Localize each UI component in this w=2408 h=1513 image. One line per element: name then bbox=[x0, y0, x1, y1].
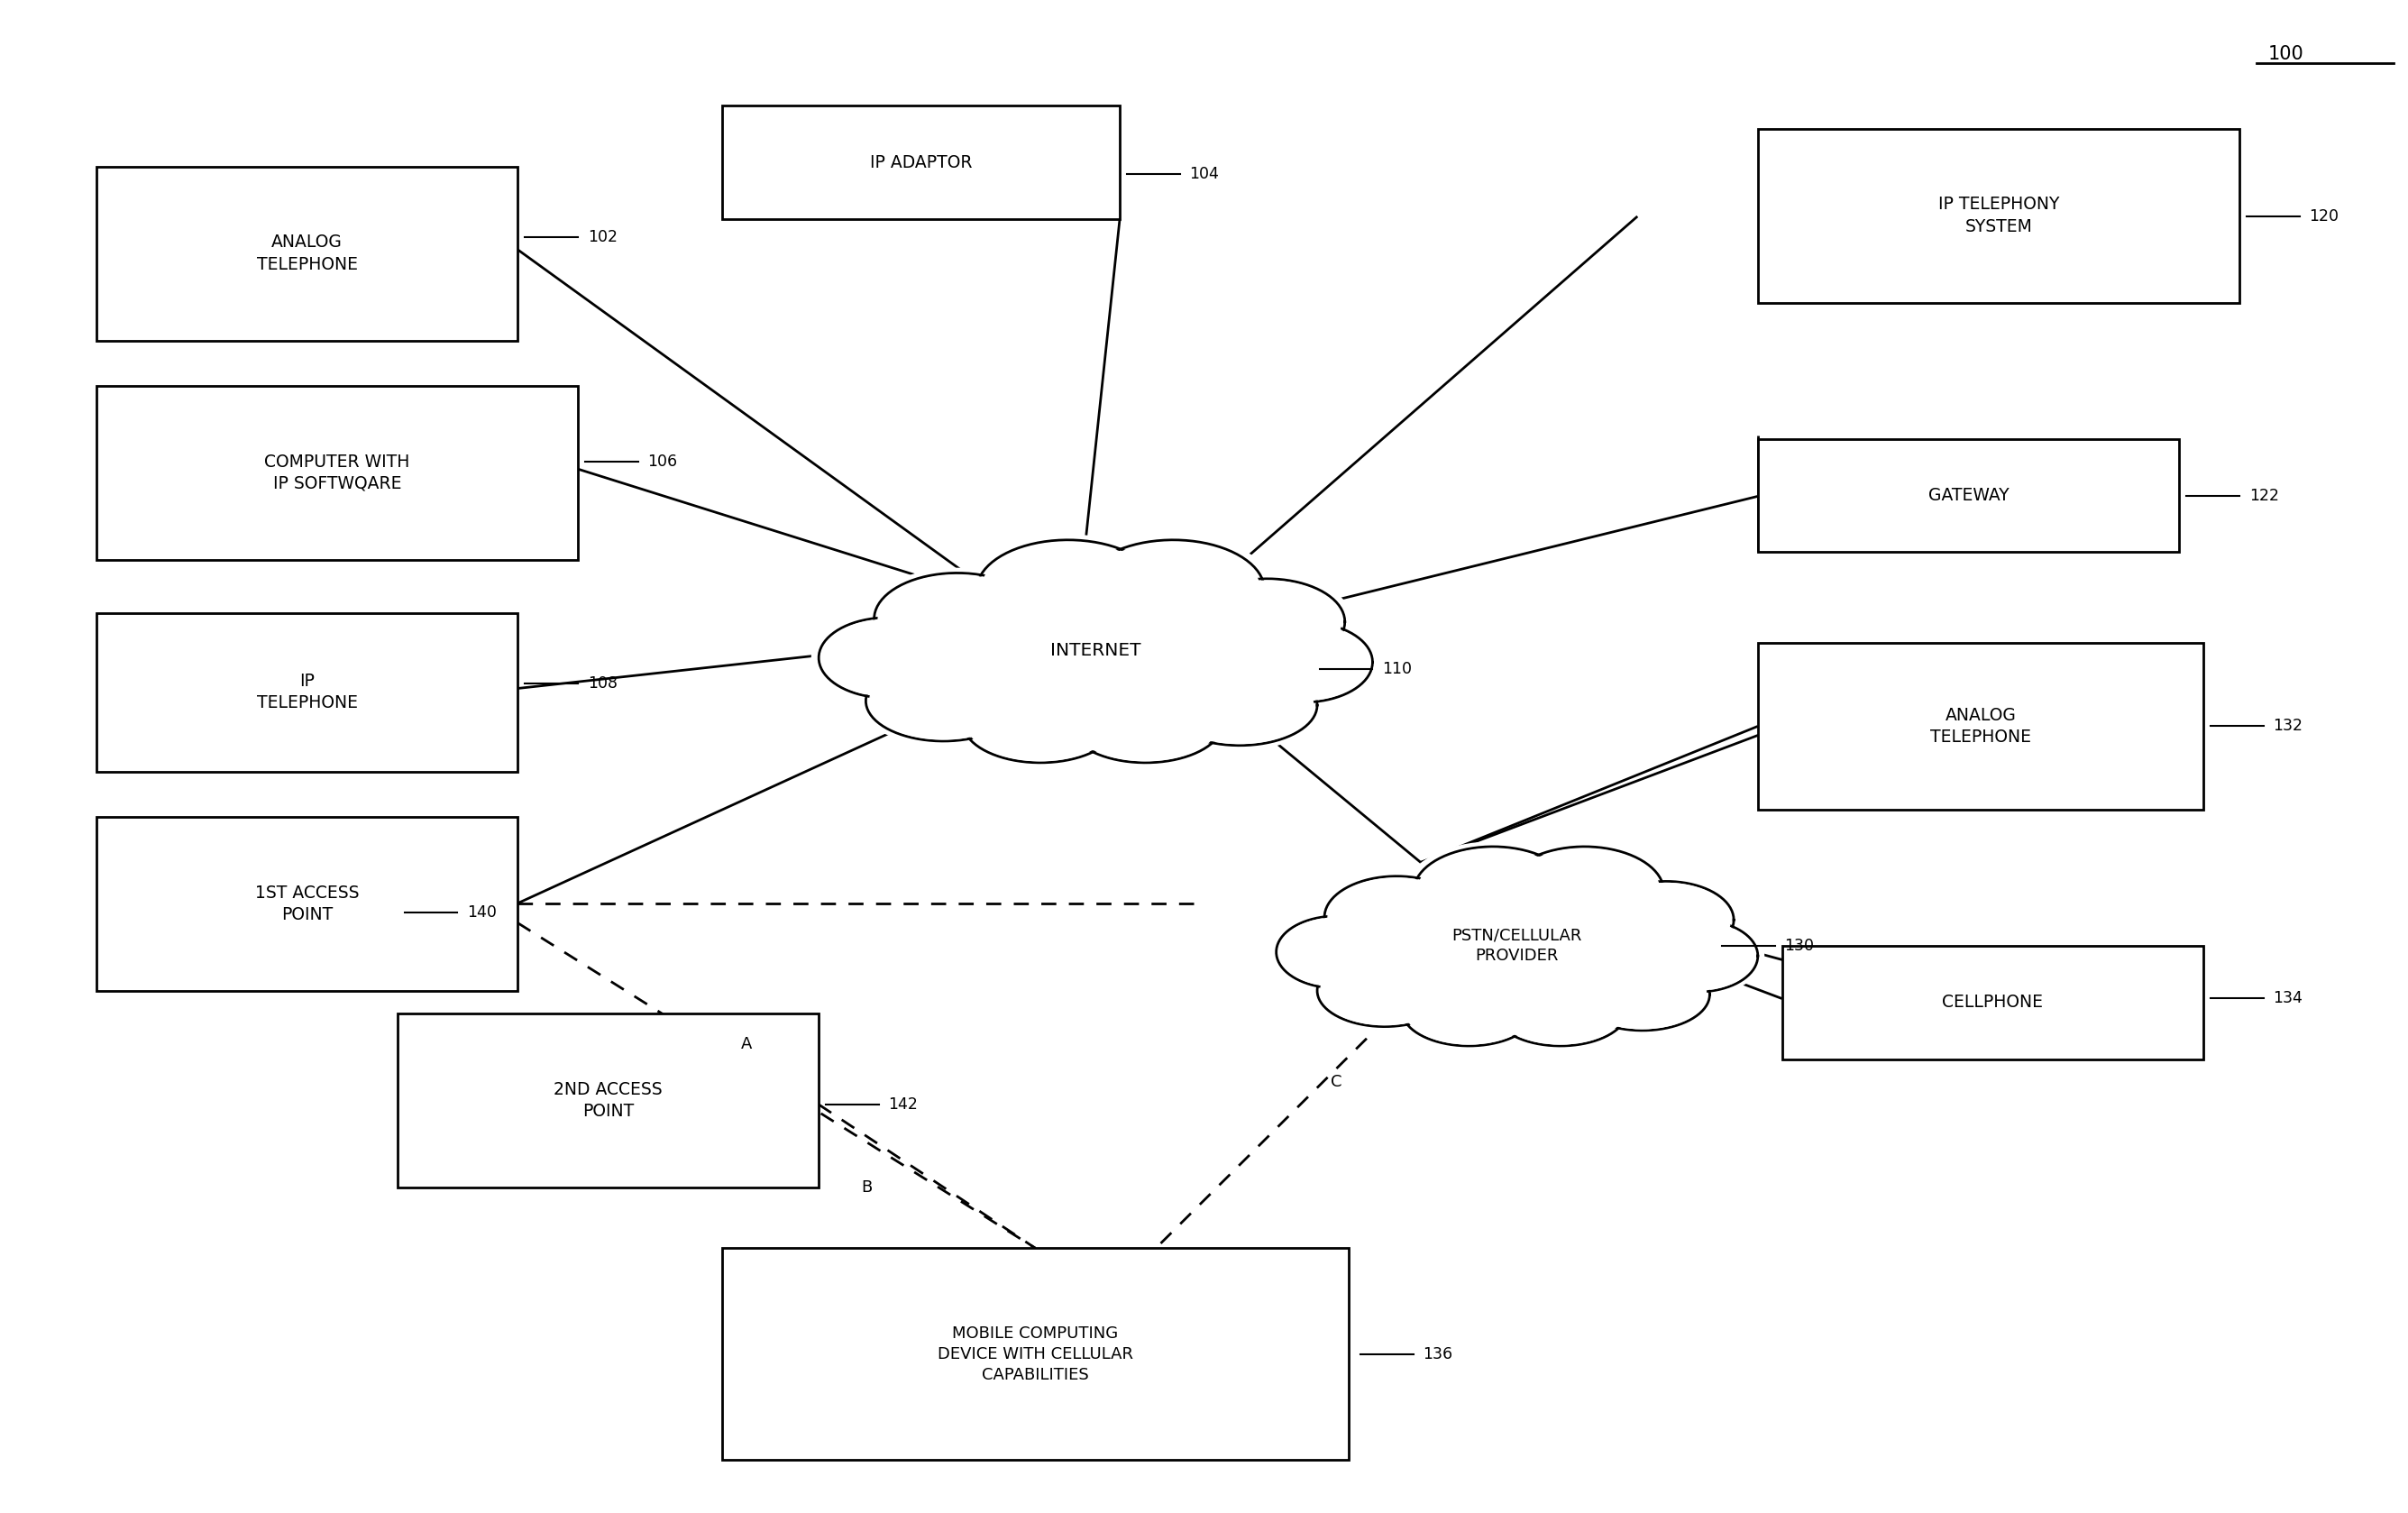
Ellipse shape bbox=[980, 543, 1156, 638]
Ellipse shape bbox=[1300, 875, 1734, 1017]
Ellipse shape bbox=[1310, 952, 1459, 1030]
Ellipse shape bbox=[1592, 878, 1741, 962]
Ellipse shape bbox=[1320, 956, 1450, 1024]
Ellipse shape bbox=[1486, 970, 1635, 1050]
Ellipse shape bbox=[811, 613, 963, 702]
Text: 134: 134 bbox=[2273, 991, 2302, 1006]
Ellipse shape bbox=[1418, 849, 1568, 935]
FancyBboxPatch shape bbox=[1758, 129, 2239, 303]
FancyBboxPatch shape bbox=[96, 613, 518, 772]
Text: 108: 108 bbox=[588, 676, 616, 691]
Ellipse shape bbox=[1404, 976, 1534, 1044]
Ellipse shape bbox=[1406, 843, 1580, 941]
Ellipse shape bbox=[1601, 884, 1731, 956]
Text: INTERNET: INTERNET bbox=[1050, 642, 1141, 660]
Text: B: B bbox=[862, 1180, 872, 1195]
Ellipse shape bbox=[1060, 678, 1230, 767]
Text: 102: 102 bbox=[588, 230, 616, 245]
Ellipse shape bbox=[1228, 617, 1380, 707]
Ellipse shape bbox=[1072, 684, 1218, 761]
Ellipse shape bbox=[1495, 976, 1625, 1044]
Text: C: C bbox=[1332, 1074, 1341, 1089]
Ellipse shape bbox=[1568, 955, 1717, 1033]
FancyBboxPatch shape bbox=[722, 106, 1120, 219]
Text: 110: 110 bbox=[1382, 661, 1411, 676]
Ellipse shape bbox=[869, 663, 1016, 740]
FancyBboxPatch shape bbox=[96, 166, 518, 340]
FancyBboxPatch shape bbox=[397, 1014, 819, 1188]
Ellipse shape bbox=[1072, 536, 1274, 646]
Ellipse shape bbox=[821, 619, 954, 696]
Ellipse shape bbox=[966, 684, 1115, 761]
Text: ANALOG
TELEPHONE: ANALOG TELEPHONE bbox=[1931, 707, 2030, 746]
Text: 130: 130 bbox=[1784, 938, 1813, 953]
Text: 140: 140 bbox=[467, 905, 496, 920]
Ellipse shape bbox=[1153, 661, 1324, 749]
Text: GATEWAY: GATEWAY bbox=[1929, 487, 2008, 504]
Ellipse shape bbox=[1510, 849, 1659, 935]
Ellipse shape bbox=[857, 657, 1028, 746]
Ellipse shape bbox=[1086, 543, 1259, 638]
Ellipse shape bbox=[1182, 575, 1353, 669]
Ellipse shape bbox=[1238, 623, 1370, 701]
Ellipse shape bbox=[1194, 581, 1341, 663]
Text: 1ST ACCESS
POINT: 1ST ACCESS POINT bbox=[255, 885, 359, 923]
Text: COMPUTER WITH
IP SOFTWQARE: COMPUTER WITH IP SOFTWQARE bbox=[265, 454, 409, 492]
Ellipse shape bbox=[1279, 918, 1394, 986]
Ellipse shape bbox=[879, 575, 1035, 663]
FancyBboxPatch shape bbox=[1758, 643, 2203, 809]
Text: 122: 122 bbox=[2249, 489, 2278, 504]
Text: 136: 136 bbox=[1423, 1347, 1452, 1362]
FancyBboxPatch shape bbox=[96, 386, 578, 560]
Ellipse shape bbox=[1394, 970, 1544, 1050]
Text: 2ND ACCESS
POINT: 2ND ACCESS POINT bbox=[554, 1082, 662, 1120]
Ellipse shape bbox=[1640, 921, 1755, 990]
Ellipse shape bbox=[1327, 878, 1464, 956]
FancyBboxPatch shape bbox=[1758, 439, 2179, 552]
Ellipse shape bbox=[968, 536, 1168, 646]
Ellipse shape bbox=[1317, 871, 1476, 962]
Ellipse shape bbox=[1633, 917, 1765, 996]
Text: CELLPHONE: CELLPHONE bbox=[1943, 994, 2042, 1011]
FancyBboxPatch shape bbox=[722, 1248, 1348, 1460]
Text: 106: 106 bbox=[648, 454, 677, 469]
Text: 120: 120 bbox=[2309, 209, 2338, 224]
Text: 104: 104 bbox=[1190, 166, 1218, 182]
Text: ANALOG
TELEPHONE: ANALOG TELEPHONE bbox=[258, 235, 356, 272]
Ellipse shape bbox=[1577, 961, 1707, 1029]
Text: IP
TELEPHONE: IP TELEPHONE bbox=[258, 673, 356, 711]
Ellipse shape bbox=[956, 678, 1125, 767]
Ellipse shape bbox=[1498, 843, 1671, 941]
Text: PSTN/CELLULAR
PROVIDER: PSTN/CELLULAR PROVIDER bbox=[1452, 927, 1582, 964]
Ellipse shape bbox=[848, 572, 1344, 729]
Text: 132: 132 bbox=[2273, 719, 2302, 734]
Text: A: A bbox=[742, 1036, 751, 1052]
Ellipse shape bbox=[1269, 912, 1401, 991]
Ellipse shape bbox=[867, 569, 1047, 670]
Text: 100: 100 bbox=[2268, 45, 2304, 64]
Text: IP TELEPHONY
SYSTEM: IP TELEPHONY SYSTEM bbox=[1938, 197, 2059, 235]
Text: MOBILE COMPUTING
DEVICE WITH CELLULAR
CAPABILITIES: MOBILE COMPUTING DEVICE WITH CELLULAR CA… bbox=[937, 1325, 1134, 1383]
Text: IP ADAPTOR: IP ADAPTOR bbox=[869, 154, 973, 171]
Text: 142: 142 bbox=[889, 1097, 917, 1112]
FancyBboxPatch shape bbox=[1782, 946, 2203, 1059]
Ellipse shape bbox=[1165, 667, 1312, 743]
Ellipse shape bbox=[1329, 885, 1705, 1006]
FancyBboxPatch shape bbox=[96, 817, 518, 991]
Ellipse shape bbox=[881, 583, 1310, 719]
